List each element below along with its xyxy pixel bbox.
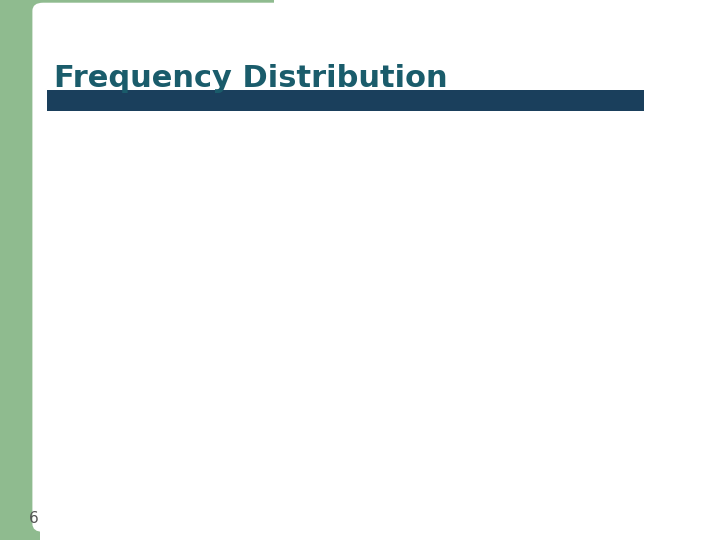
Text: categories showing: categories showing: [346, 348, 535, 367]
Text: Selling Prices
($ thousands): Selling Prices ($ thousands): [65, 166, 147, 188]
Text: 2: 2: [273, 349, 279, 359]
Text: 23: 23: [269, 233, 282, 243]
Text: 18 up to 21: 18 up to 21: [71, 233, 127, 243]
Text: Frequency Distribution: Frequency Distribution: [54, 64, 448, 93]
Text: 27 up to 30: 27 up to 30: [71, 303, 127, 313]
Text: Total: Total: [126, 372, 148, 382]
Text: 33 up to 36: 33 up to 36: [71, 349, 127, 359]
Text: A: A: [346, 167, 365, 186]
Text: 24 up to 27: 24 up to 27: [71, 280, 127, 289]
Text: 30 up to 33: 30 up to 33: [71, 326, 127, 336]
Text: is a: is a: [533, 214, 579, 233]
Text: 8: 8: [273, 210, 279, 220]
Text: mutually exclusive: mutually exclusive: [346, 305, 528, 323]
Text: 4: 4: [273, 326, 279, 336]
Text: 8: 8: [273, 303, 279, 313]
Text: 6: 6: [29, 511, 39, 526]
Text: 15 up to 18: 15 up to 18: [71, 210, 127, 220]
Text: 17: 17: [269, 256, 282, 266]
Text: 21 up to 24: 21 up to 24: [71, 256, 127, 266]
Text: distribution: distribution: [346, 214, 457, 233]
Text: 18: 18: [269, 280, 282, 289]
Text: the number of: the number of: [346, 392, 485, 410]
Text: Frequency: Frequency: [246, 172, 306, 183]
Text: 80: 80: [269, 372, 282, 382]
Text: Frequency: Frequency: [369, 167, 469, 186]
Text: observations in each: observations in each: [346, 435, 548, 454]
Text: class.: class.: [346, 478, 400, 497]
Text: grouping of data into: grouping of data into: [346, 261, 552, 280]
